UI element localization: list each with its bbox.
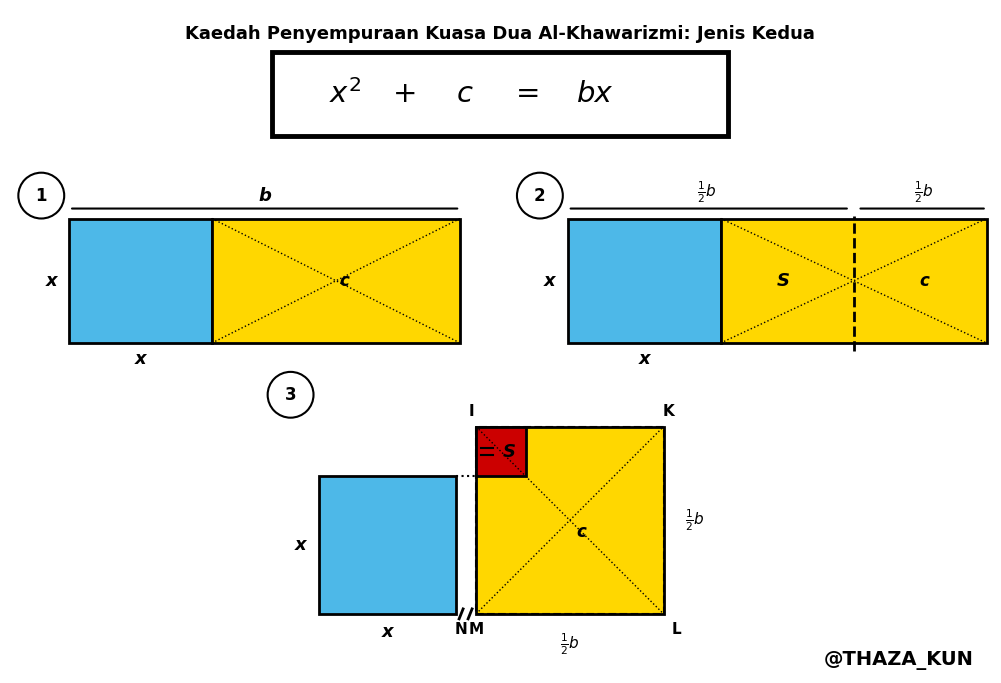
Text: c: c [919, 272, 929, 290]
Text: x: x [639, 350, 650, 368]
Bar [69, 219, 212, 343]
Text: =: = [516, 80, 541, 108]
Text: 2: 2 [535, 186, 546, 205]
Text: x: x [545, 272, 556, 290]
Text: I: I [468, 404, 473, 419]
Text: $\frac{1}{2}$b: $\frac{1}{2}$b [914, 179, 934, 205]
Bar [476, 427, 526, 477]
Text: @THAZA_KUN: @THAZA_KUN [824, 651, 974, 669]
Text: K: K [663, 404, 675, 419]
Bar [318, 477, 456, 614]
Text: c: c [339, 272, 349, 290]
Text: Kaedah Penyempuraan Kuasa Dua Al-Khawarizmi: Jenis Kedua: Kaedah Penyempuraan Kuasa Dua Al-Khawari… [185, 25, 815, 43]
Text: $\frac{1}{2}$b: $\frac{1}{2}$b [560, 632, 580, 658]
FancyBboxPatch shape [271, 52, 729, 136]
Text: bx: bx [577, 80, 613, 108]
Text: 1: 1 [35, 186, 47, 205]
Text: M: M [468, 622, 483, 637]
Bar [212, 219, 460, 343]
Bar [721, 219, 987, 343]
Text: L: L [672, 622, 681, 637]
Text: c: c [457, 80, 473, 108]
Text: x: x [135, 350, 146, 368]
Text: x: x [381, 623, 393, 641]
Bar [568, 219, 721, 343]
Text: S: S [777, 272, 790, 290]
Bar [476, 427, 664, 614]
Text: S: S [503, 443, 516, 460]
Text: 3: 3 [284, 386, 296, 404]
Text: $x^2$: $x^2$ [329, 79, 361, 109]
Text: x: x [294, 536, 306, 554]
Text: +: + [393, 80, 417, 108]
Bar [476, 427, 664, 614]
Text: $\frac{1}{2}$b: $\frac{1}{2}$b [697, 179, 717, 205]
Text: x: x [45, 272, 57, 290]
Text: $\frac{1}{2}$b: $\frac{1}{2}$b [686, 507, 705, 533]
Text: N: N [454, 622, 467, 637]
Text: b: b [258, 186, 271, 205]
Text: c: c [577, 523, 587, 541]
